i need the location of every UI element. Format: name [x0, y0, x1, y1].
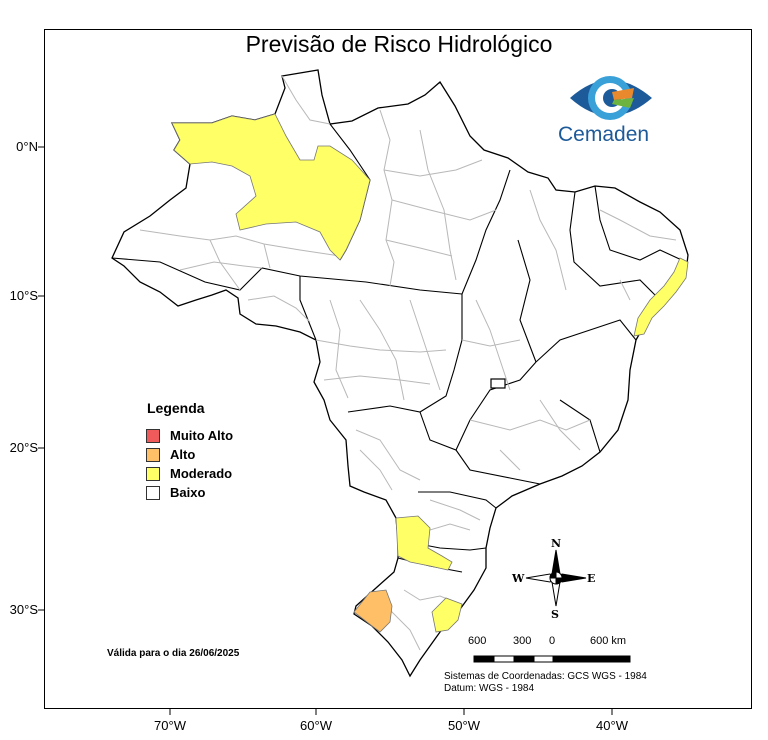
compass-rose [525, 549, 587, 607]
legend-swatch-moderado [146, 467, 160, 481]
legend-swatch-baixo [146, 486, 160, 500]
compass-n-label: N [551, 537, 562, 550]
compass-s-label: S [551, 608, 559, 621]
x-tick-40w: 40°W [596, 718, 628, 733]
x-tick-50w: 50°W [448, 718, 480, 733]
y-tick-0n: 0°N [16, 139, 38, 154]
regional-boundaries [139, 75, 677, 651]
x-tick-70w: 70°W [154, 718, 186, 733]
legend-swatch-muito-alto [146, 429, 160, 443]
y-tick-10s: 10°S [9, 288, 38, 303]
valid-date-text: Válida para o dia 26/06/2025 [107, 648, 240, 659]
y-tick-30s: 30°S [9, 602, 38, 617]
risk-alto-area [353, 589, 393, 633]
compass-e-label: E [587, 572, 596, 585]
scale-label-600-left: 600 [468, 635, 487, 647]
legend-label-baixo: Baixo [170, 485, 206, 500]
federal-district [490, 378, 506, 389]
axis-ticks [38, 146, 613, 715]
legend-title: Legenda [147, 400, 205, 416]
cemaden-logo-text: Cemaden [558, 123, 650, 146]
legend-swatch-alto [146, 448, 160, 462]
map-title: Previsão de Risco Hidrológico [245, 31, 553, 57]
scale-bar [473, 655, 631, 663]
coordinate-system-text: Sistemas de Coordenadas: GCS WGS - 1984 [444, 671, 647, 682]
legend-label-alto: Alto [170, 447, 196, 462]
risk-moderado-areas [171, 113, 689, 633]
x-tick-60w: 60°W [300, 718, 332, 733]
legend-label-muito-alto: Muito Alto [170, 428, 234, 443]
compass-w-label: W [512, 572, 525, 585]
datum-text: Datum: WGS - 1984 [444, 683, 535, 694]
y-tick-20s: 20°S [9, 440, 38, 455]
scale-label-0: 0 [549, 635, 556, 647]
scale-label-300: 300 [513, 635, 532, 647]
scale-label-600-km: 600 km [590, 635, 627, 647]
eye-logo-icon [570, 76, 652, 120]
legend-label-moderado: Moderado [170, 466, 233, 481]
